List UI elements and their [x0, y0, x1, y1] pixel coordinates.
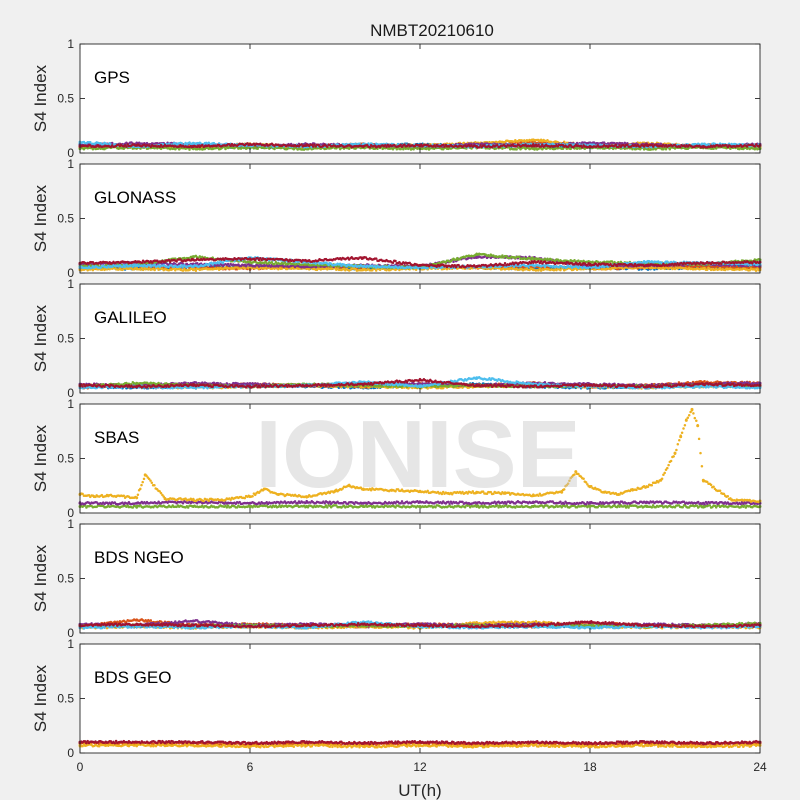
data-point: [515, 148, 518, 151]
data-point: [531, 138, 535, 142]
data-point: [475, 145, 479, 148]
plot-area: [80, 164, 760, 273]
y-tick-label: 0.5: [57, 92, 74, 106]
data-point: [135, 143, 139, 147]
data-point: [588, 145, 592, 148]
data-point: [418, 143, 422, 147]
figure-title: NMBT20210610: [370, 21, 494, 40]
data-point: [188, 148, 191, 151]
data-point: [191, 145, 195, 148]
data-point: [125, 145, 128, 148]
panel-label: GPS: [94, 68, 130, 87]
y-axis-label: S4 Index: [31, 64, 50, 132]
data-point: [191, 141, 195, 145]
data-point: [645, 143, 649, 147]
data-point: [153, 268, 156, 272]
data-point: [701, 145, 705, 148]
data-point: [541, 143, 544, 146]
data-point: [361, 145, 365, 148]
data-point: [531, 143, 535, 147]
data-point: [368, 146, 372, 149]
plot-area: [80, 44, 760, 153]
data-point: [305, 143, 309, 147]
data-point: [248, 142, 252, 146]
y-tick-label: 1: [67, 37, 74, 51]
